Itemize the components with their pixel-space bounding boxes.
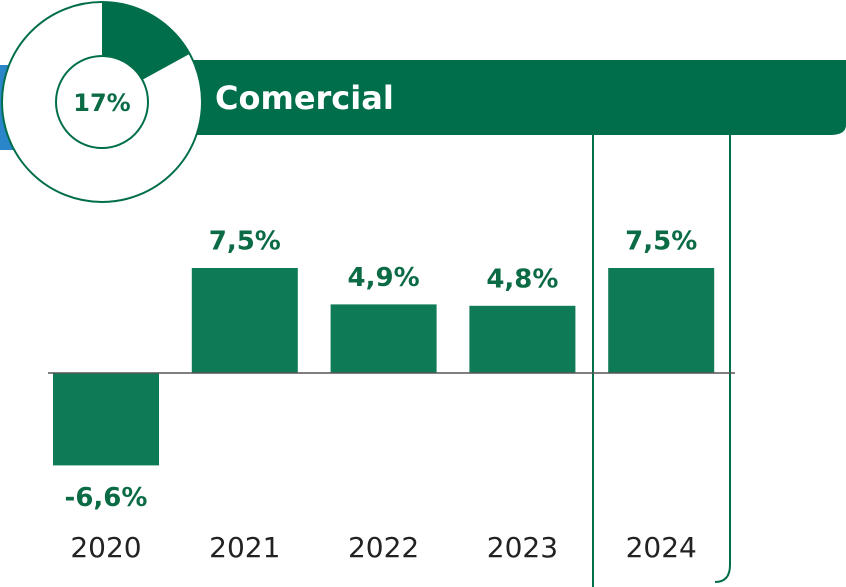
highlight-frame — [592, 135, 731, 587]
value-label: 7,5% — [209, 227, 281, 257]
x-tick-label: 2022 — [348, 531, 419, 564]
bar — [191, 268, 298, 373]
chart-title: Comercial — [215, 79, 394, 117]
x-tick-label: 2024 — [626, 531, 697, 564]
bar — [330, 304, 437, 373]
x-tick-label: 2021 — [209, 531, 280, 564]
donut-hole — [55, 55, 149, 149]
x-tick-label: 2020 — [70, 531, 141, 564]
value-label: 7,5% — [625, 227, 697, 257]
header-band — [100, 60, 846, 135]
bar — [608, 268, 715, 373]
value-label: 4,8% — [486, 264, 558, 294]
bars: -6,6% 2020 7,5% 2021 4,9% 2022 4,8% 2023 7,5% 202… — [48, 227, 735, 564]
value-label: -6,6% — [65, 483, 148, 513]
donut-label: 17% — [73, 89, 130, 117]
value-label: 4,9% — [348, 263, 420, 293]
donut: 17% — [1, 1, 203, 203]
bar — [53, 373, 159, 466]
x-tick-label: 2023 — [487, 531, 558, 564]
bar — [469, 305, 576, 373]
